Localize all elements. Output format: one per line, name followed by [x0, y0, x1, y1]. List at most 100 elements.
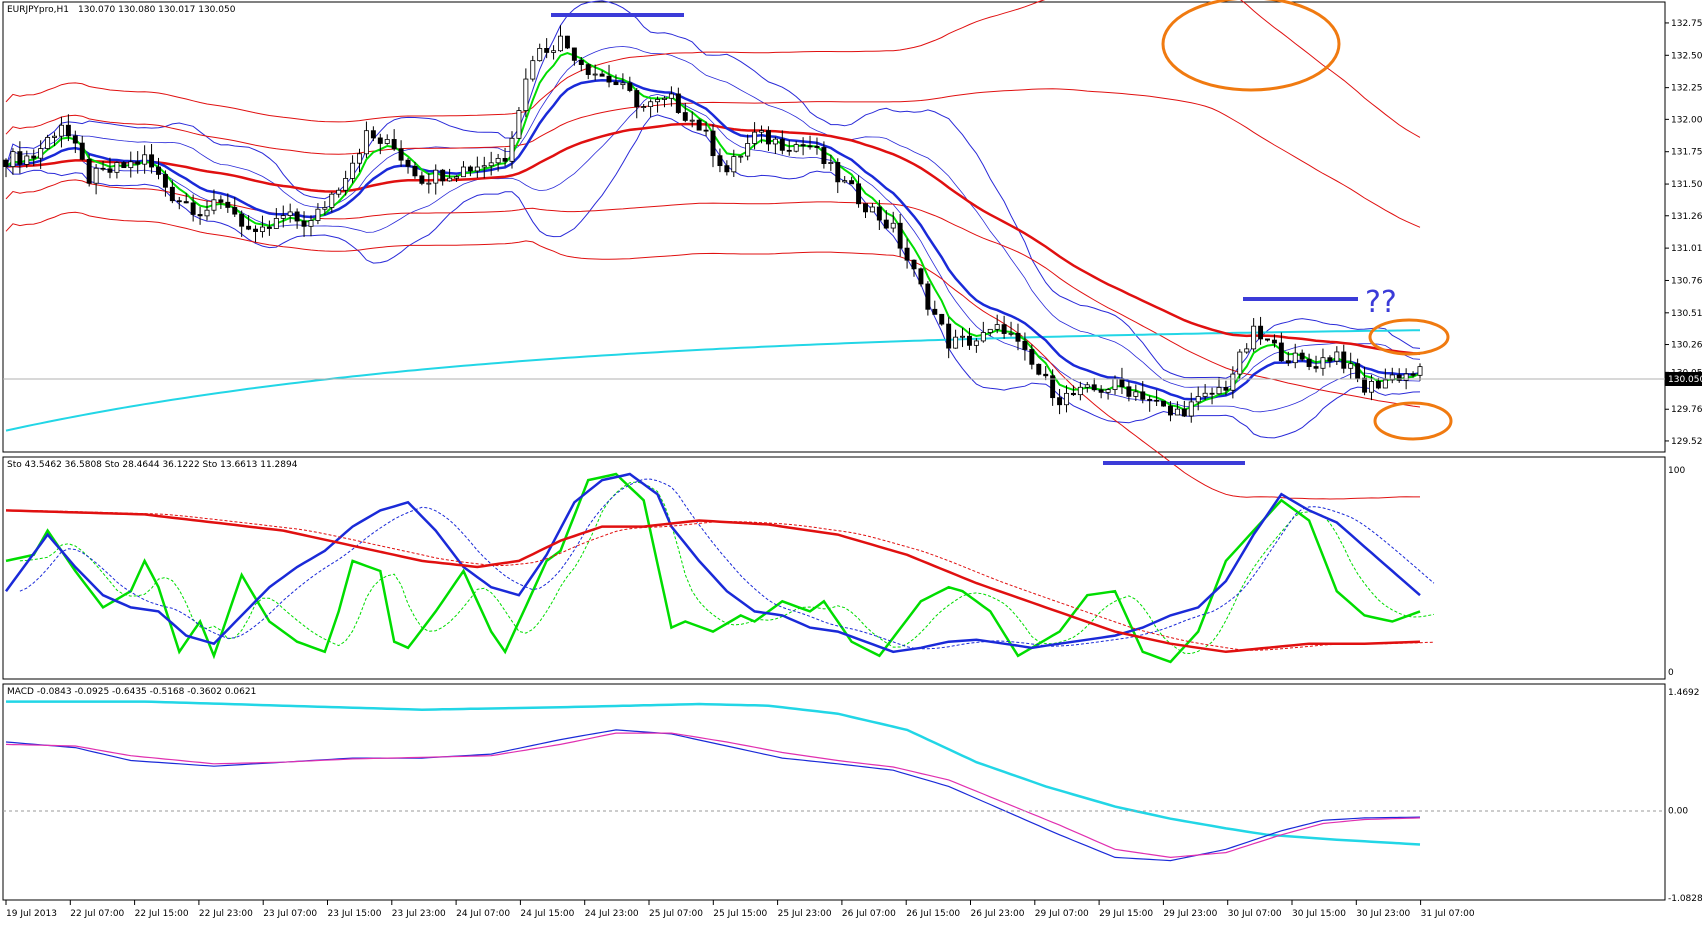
time-tick-label: 24 Jul 15:00	[520, 909, 574, 919]
candle-body	[772, 138, 778, 145]
candle-body	[218, 199, 224, 203]
time-axis: 19 Jul 2013 22 Jul 07:00 22 Jul 15:00 22 Ju…	[5, 900, 1475, 919]
candle-body	[668, 93, 674, 99]
stochastic-axis: 100 0	[1668, 466, 1685, 678]
bollinger-red-upper	[5, 0, 1421, 138]
candle-body	[1050, 375, 1056, 399]
candle-body	[856, 183, 862, 205]
time-tick-label: 30 Jul 07:00	[1228, 909, 1282, 919]
candle-body	[828, 162, 834, 164]
candle-body	[1216, 387, 1222, 395]
candle-body	[1369, 380, 1374, 393]
candle-body	[939, 313, 945, 325]
candle-body	[1154, 399, 1160, 402]
time-tick-label: 30 Jul 23:00	[1356, 909, 1410, 919]
current-price-tag	[1665, 372, 1702, 386]
candle-body	[835, 162, 841, 183]
candle-body	[890, 222, 896, 229]
price-tick-label: 130.510	[1671, 309, 1702, 319]
time-tick-label: 29 Jul 23:00	[1163, 909, 1217, 919]
bollinger-red-upper-inner	[5, 88, 1421, 228]
candle-body	[793, 144, 799, 152]
annotation-question-marks[interactable]: ??	[1365, 285, 1397, 320]
price-tick-label: 129.765	[1671, 405, 1702, 415]
symbol-label: EURJPYpro,H1	[7, 5, 69, 15]
macd-tick-label: 1.4692	[1668, 688, 1700, 698]
candle-body	[1202, 392, 1208, 397]
candle-body	[1140, 391, 1146, 400]
candle-body	[495, 157, 501, 164]
candle-body	[3, 159, 9, 167]
candle-body	[273, 217, 279, 229]
candle-body	[121, 162, 127, 169]
price-panel-frame	[2, 1, 1666, 453]
candle-body	[682, 112, 688, 121]
candle-body	[156, 166, 161, 175]
time-tick-label: 23 Jul 07:00	[263, 909, 317, 919]
annotation-orange-ellipse-low[interactable]	[1373, 401, 1453, 441]
candle-body	[1084, 384, 1090, 388]
candle-body	[45, 137, 51, 149]
candle-body	[738, 155, 744, 158]
candle-body	[509, 137, 515, 162]
candle-body	[162, 174, 168, 188]
stoch-slow-main-line	[5, 509, 1421, 654]
stoch-panel-frame	[2, 456, 1666, 680]
time-tick-label: 31 Jul 07:00	[1421, 909, 1475, 919]
candle-body	[433, 169, 439, 184]
candle-body	[1362, 377, 1368, 393]
candle-body	[648, 101, 654, 107]
macd-panel-frame	[2, 683, 1666, 901]
stoch-tick-label: 0	[1668, 668, 1674, 678]
candle-body	[1112, 378, 1118, 390]
current-price-label: 130.050	[1668, 375, 1702, 385]
candle-body	[731, 156, 737, 173]
candle-body	[1278, 342, 1284, 362]
ema-200-line	[5, 329, 1421, 432]
candle-body	[1036, 363, 1042, 375]
user-annotations[interactable]: ??	[551, 0, 1453, 465]
annotation-orange-ellipse-mid[interactable]	[1368, 318, 1450, 356]
candle-body	[620, 82, 626, 86]
candle-body	[65, 124, 71, 137]
candle-body	[1313, 366, 1319, 369]
candle-body	[1064, 392, 1069, 406]
candle-body	[1334, 351, 1340, 362]
candle-body	[183, 201, 189, 204]
candle-body	[1043, 373, 1049, 377]
candle-body	[1396, 374, 1402, 381]
candle-body	[232, 207, 238, 215]
candle-body	[142, 154, 148, 165]
candle-body	[1029, 349, 1035, 365]
candle-body	[259, 226, 265, 232]
candle-body	[655, 99, 661, 103]
candle-body	[467, 166, 473, 172]
candle-body	[24, 155, 30, 165]
candle-body	[980, 332, 986, 342]
candle-body	[169, 186, 175, 202]
candle-body	[280, 215, 286, 219]
candle-body	[100, 167, 106, 170]
candle-body	[454, 176, 460, 179]
candle-body	[662, 97, 667, 100]
candle-body	[287, 211, 293, 216]
time-tick-label: 22 Jul 23:00	[199, 909, 253, 919]
candle-body	[641, 106, 647, 108]
time-tick-label: 29 Jul 15:00	[1099, 909, 1153, 919]
stochastic-lines	[4, 472, 1435, 664]
stoch-legend: Sto 43.5462 36.5808 Sto 28.4644 36.1222 …	[7, 460, 298, 470]
candle-body	[1341, 351, 1347, 369]
macd-lines	[5, 700, 1421, 862]
candle-body	[474, 166, 480, 172]
candle-body	[322, 207, 328, 210]
candle-body	[1070, 392, 1076, 396]
candle-body	[849, 180, 855, 185]
bollinger-red-lower	[5, 211, 1420, 500]
candle-body	[405, 159, 411, 167]
time-tick-label: 30 Jul 15:00	[1292, 909, 1346, 919]
candle-body	[966, 335, 972, 346]
time-tick-label: 19 Jul 2013	[6, 909, 57, 919]
candle-body	[1008, 332, 1014, 335]
annotation-orange-ellipse-top[interactable]	[1161, 0, 1341, 92]
